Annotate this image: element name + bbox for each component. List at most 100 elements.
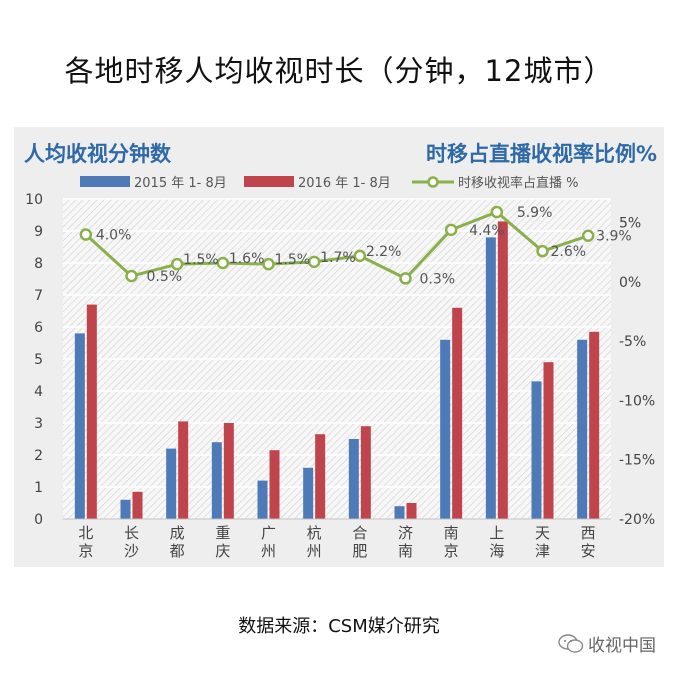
x-tick-label-济南: 南 xyxy=(398,542,413,560)
left-axis-heading: 人均收视分钟数 xyxy=(24,142,172,166)
x-tick-label-杭州: 州 xyxy=(307,542,322,560)
bar-2016-天津 xyxy=(543,362,554,519)
bar-2016-杭州 xyxy=(315,434,326,519)
ratio-point-杭州 xyxy=(307,255,321,269)
ratio-point-西安 xyxy=(581,229,595,242)
ratio-data-label-北京: 4.0% xyxy=(96,228,132,244)
ratio-data-label-天津: 2.6% xyxy=(551,244,587,260)
y-left-tick-label: 1 xyxy=(34,480,43,496)
x-tick-label-西安: 安 xyxy=(581,542,596,560)
chart: 人均收视分钟数 时移占直播收视率比例% 2015 年 1- 8月 2016 年 1- … xyxy=(24,142,657,560)
ratio-data-label-济南: 0.3% xyxy=(420,271,456,287)
bar-2016-济南 xyxy=(406,503,417,519)
watermark: 收视中国 xyxy=(558,631,656,656)
y-right-tick-label: 5% xyxy=(619,216,641,232)
x-tick-label-济南: 济 xyxy=(398,524,413,542)
x-tick-label-天津: 津 xyxy=(535,542,550,560)
bar-2015-成都 xyxy=(166,448,177,519)
bar-2015-南京 xyxy=(440,339,451,519)
bar-2016-南京 xyxy=(452,307,463,519)
bar-2015-合肥 xyxy=(348,439,359,519)
x-tick-label-成都: 成 xyxy=(170,524,185,542)
x-tick-label-西安: 西 xyxy=(581,524,596,542)
ratio-data-label-合肥: 2.2% xyxy=(366,244,402,260)
ratio-point-南京 xyxy=(444,223,458,237)
wechat-icon xyxy=(558,633,584,653)
ratio-point-广州 xyxy=(262,257,275,271)
y-left-tick-label: 9 xyxy=(34,224,43,240)
bar-2015-天津 xyxy=(531,381,542,519)
x-tick-label-合肥: 合 xyxy=(352,524,367,542)
x-tick-label-天津: 天 xyxy=(535,524,550,542)
y-left-tick-label: 2 xyxy=(34,448,43,464)
bar-2016-上海 xyxy=(497,221,508,519)
x-tick-label-上海: 海 xyxy=(489,542,504,560)
chart-panel: 人均收视分钟数 时移占直播收视率比例% 2015 年 1- 8月 2016 年 1- … xyxy=(14,127,664,567)
ratio-line xyxy=(84,210,589,280)
bar-2015-杭州 xyxy=(303,467,314,519)
ratio-data-label-广州: 1.5% xyxy=(275,252,311,268)
x-tick-label-合肥: 肥 xyxy=(352,542,367,560)
x-tick-label-重庆: 重 xyxy=(215,524,230,542)
bar-2015-上海 xyxy=(485,237,496,519)
y-right-tick-label: -20% xyxy=(619,512,655,528)
ratio-point-成都 xyxy=(170,257,184,271)
source-note: 数据来源：CSM媒介研究 xyxy=(238,616,440,637)
y-left-tick-label: 3 xyxy=(34,416,43,432)
ratio-point-天津 xyxy=(536,244,549,258)
y-right-tick-label: -5% xyxy=(619,334,646,350)
ratio-data-label-南京: 4.4% xyxy=(469,223,505,239)
ratio-data-label-西安: 3.9% xyxy=(596,229,632,245)
y-right-tick-label: 0% xyxy=(619,275,641,291)
y-left-tick-label: 10 xyxy=(25,192,43,208)
bar-2016-合肥 xyxy=(360,426,371,519)
legend-label-ratio: 时移收视率占直播 % xyxy=(458,175,579,191)
bar-2015-长沙 xyxy=(120,499,131,519)
bar-2015-广州 xyxy=(257,480,268,519)
y-left-tick-label: 6 xyxy=(34,320,43,336)
bar-2016-广州 xyxy=(269,450,280,519)
bar-2015-西安 xyxy=(577,339,588,519)
legend-swatch-2016 xyxy=(244,176,294,187)
y-right-tick-label: -10% xyxy=(619,393,655,409)
y-right-tick-label: -15% xyxy=(619,453,655,469)
watermark-text: 收视中国 xyxy=(588,636,656,656)
legend-swatch-2015 xyxy=(80,176,130,187)
ratio-point-北京 xyxy=(79,228,93,241)
y-left-tick-label: 4 xyxy=(34,384,43,400)
ratio-data-label-成都: 1.5% xyxy=(183,252,219,268)
x-tick-label-成都: 都 xyxy=(170,542,185,560)
x-tick-label-北京: 京 xyxy=(78,542,93,560)
bar-2015-济南 xyxy=(394,506,405,519)
bar-2016-重庆 xyxy=(223,423,234,519)
x-tick-label-南京: 京 xyxy=(444,542,459,560)
y-left-tick-label: 0 xyxy=(34,512,43,528)
ratio-data-label-上海: 5.9% xyxy=(517,205,553,221)
bar-2016-长沙 xyxy=(132,491,143,519)
right-axis-heading: 时移占直播收视率比例% xyxy=(426,142,657,166)
legend-marker-ratio xyxy=(427,176,439,188)
ratio-point-上海 xyxy=(490,205,504,219)
y-left-tick-label: 8 xyxy=(34,256,43,272)
x-tick-label-长沙: 沙 xyxy=(124,542,139,560)
x-tick-label-南京: 南 xyxy=(444,524,459,542)
x-tick-label-广州: 广 xyxy=(261,524,276,542)
x-tick-label-杭州: 杭 xyxy=(307,524,322,542)
ratio-point-合肥 xyxy=(353,249,367,263)
bar-2015-北京 xyxy=(74,333,85,519)
y-left-tick-label: 7 xyxy=(34,288,43,304)
bar-2015-重庆 xyxy=(211,442,222,519)
legend-label-2016: 2016 年 1- 8月 xyxy=(298,176,391,191)
page-title: 各地时移人均收视时长（分钟，12城市） xyxy=(64,54,614,88)
legend-label-2015: 2015 年 1- 8月 xyxy=(134,176,227,191)
bar-2016-成都 xyxy=(178,421,189,519)
ratio-point-重庆 xyxy=(216,256,230,270)
ratio-data-label-杭州: 1.7% xyxy=(320,250,356,266)
ratio-point-长沙 xyxy=(125,269,138,283)
ratio-data-label-长沙: 0.5% xyxy=(147,269,183,285)
x-tick-label-上海: 上 xyxy=(489,524,504,542)
ratio-point-济南 xyxy=(399,272,412,285)
x-tick-label-北京: 北 xyxy=(78,524,93,542)
x-tick-label-重庆: 庆 xyxy=(215,542,230,560)
bar-2016-西安 xyxy=(589,331,600,519)
